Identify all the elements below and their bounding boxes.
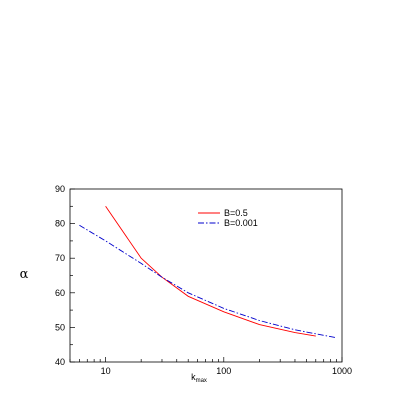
x-tick-label: 10 (101, 366, 111, 376)
series-lines (79, 206, 337, 339)
x-axis-label-subscript: max (196, 378, 207, 384)
series-line-2 (79, 224, 337, 339)
x-axis-label: kmax (191, 372, 207, 384)
series-line-1 (105, 206, 316, 337)
y-tick-label: 40 (55, 357, 65, 367)
legend-label-1: B=0.5 (224, 208, 248, 218)
plot-frame (69, 188, 343, 363)
x-axis-ticks: 10 100 1000 (69, 357, 352, 376)
y-tick-label: 90 (55, 184, 65, 194)
y-axis-ticks: 40 50 60 70 80 90 (55, 184, 75, 367)
legend: B=0.5B=0.001 (198, 208, 258, 228)
y-axis-label: α (20, 267, 29, 282)
x-tick-label: 1000 (332, 366, 352, 376)
x-axis-label-main: k (191, 372, 196, 382)
y-tick-label: 60 (55, 288, 65, 298)
y-tick-label: 70 (55, 253, 65, 263)
y-tick-label: 50 (55, 322, 65, 332)
x-tick-label: 100 (216, 366, 231, 376)
y-tick-label: 80 (55, 219, 65, 229)
legend-label-2: B=0.001 (224, 218, 258, 228)
